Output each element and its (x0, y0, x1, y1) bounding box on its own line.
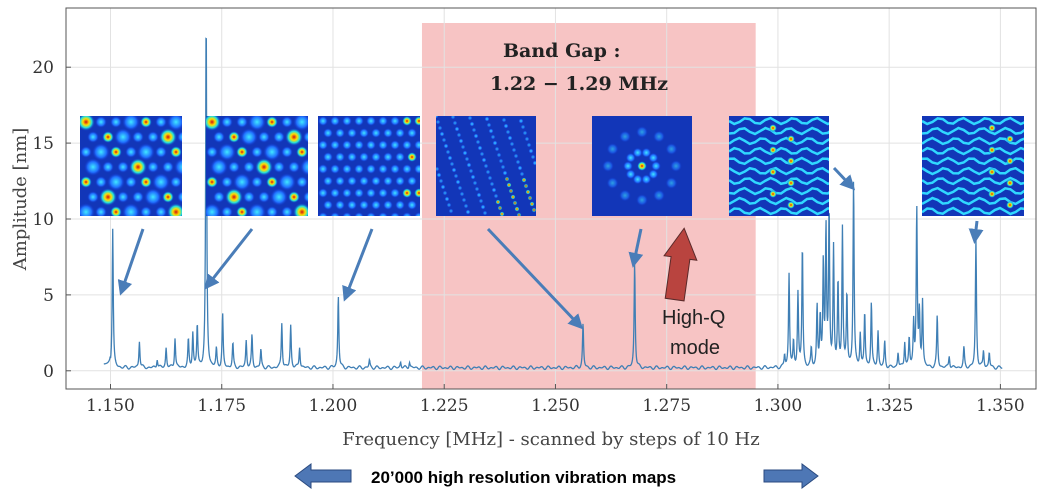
plot-frame (65, 7, 1037, 390)
y-tick-label: 5 (43, 286, 54, 306)
vibration-map-2 (206, 116, 308, 216)
x-axis-ticks: 1.150 1.175 1.200 1.225 1.250 1.275 1.300 1.325… (86, 384, 1025, 416)
vibration-map-7 (922, 116, 1024, 216)
y-tick-label: 20 (32, 58, 54, 78)
band-gap-range: 1.22 − 1.29 MHz (490, 73, 668, 95)
high-q-label-line2: mode (670, 337, 720, 359)
vibration-map-3 (318, 116, 420, 216)
map-pointer-arrows (117, 166, 984, 330)
pointer-arrow (968, 220, 984, 244)
x-tick-label: 1.175 (197, 396, 246, 416)
pointer-arrow (204, 228, 254, 290)
pointer-arrow (117, 228, 145, 296)
vibration-map-1 (80, 116, 182, 216)
band-gap-title: Band Gap : (503, 40, 621, 62)
x-tick-label: 1.250 (531, 396, 580, 416)
vibration-map-4 (436, 116, 536, 216)
pointer-arrow (832, 166, 856, 191)
x-tick-label: 1.225 (420, 396, 469, 416)
high-q-arrow (663, 227, 698, 302)
vibration-map-6 (729, 116, 829, 216)
x-tick-label: 1.350 (976, 396, 1025, 416)
y-tick-label: 10 (32, 210, 54, 230)
y-axis-ticks: 0 5 10 15 20 (32, 58, 71, 382)
spectrum-line (103, 37, 1003, 371)
high-q-label-line1: High-Q (662, 307, 725, 329)
vibration-map-5 (592, 116, 692, 216)
pointer-arrow (342, 228, 374, 302)
footer-caption: 20’000 high resolution vibration maps (371, 468, 676, 487)
pointer-arrow (628, 228, 644, 268)
y-axis-label: Amplitude [nm] (10, 128, 31, 272)
x-tick-label: 1.275 (642, 396, 691, 416)
y-tick-label: 0 (43, 362, 54, 382)
x-tick-label: 1.200 (309, 396, 358, 416)
y-tick-label: 15 (32, 134, 54, 154)
x-tick-label: 1.325 (865, 396, 914, 416)
left-arrow-icon (294, 463, 352, 489)
right-arrow-icon (763, 463, 819, 489)
x-tick-label: 1.150 (86, 396, 135, 416)
vibration-map-insets (80, 116, 1024, 216)
x-tick-label: 1.300 (754, 396, 803, 416)
pointer-arrow (486, 227, 584, 330)
x-axis-label: Frequency [MHz] - scanned by steps of 10… (342, 429, 759, 450)
